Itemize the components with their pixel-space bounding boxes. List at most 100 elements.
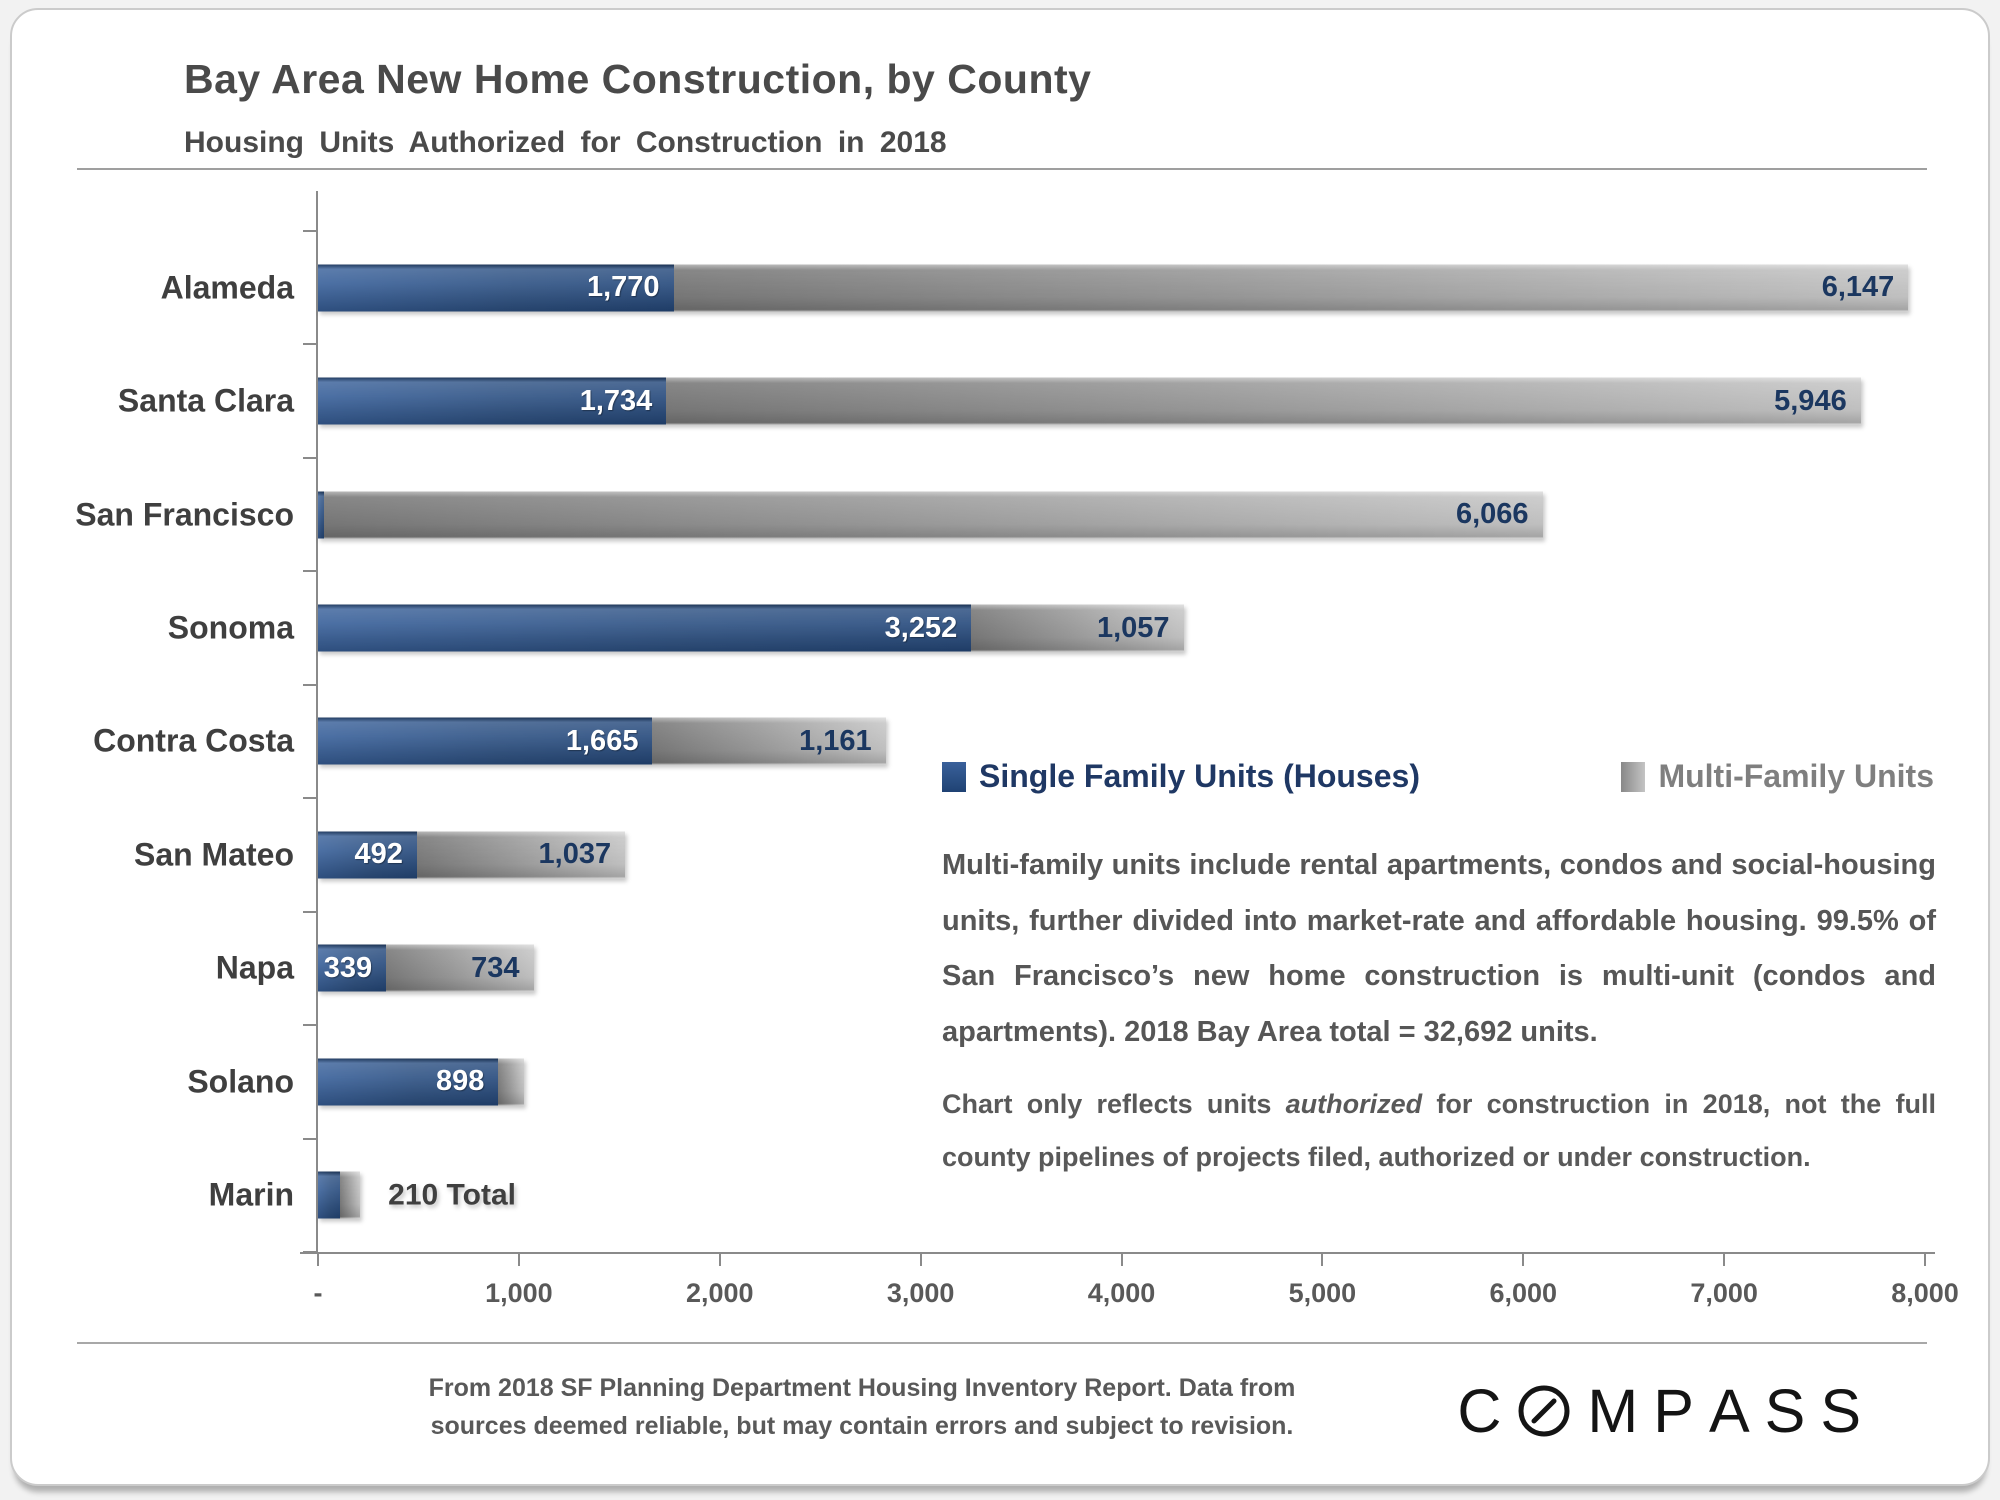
top-divider (77, 168, 1927, 170)
bar-chart: Alameda 1,770 6,147 Santa Clara 1,734 5,946 Sa… (75, 191, 1959, 1308)
single-family-segment: 492 (318, 831, 417, 879)
single-family-swatch-icon (942, 761, 966, 792)
logo-letter: P (1653, 1377, 1709, 1445)
bar-row: Santa Clara 1,734 5,946 (118, 344, 1925, 457)
x-axis-tick (718, 1254, 721, 1266)
bar: 1,734 5,946 (318, 377, 1925, 425)
y-axis-tick (303, 1024, 316, 1027)
x-axis-label: 6,000 (1489, 1278, 1558, 1308)
bar: 339 734 (318, 944, 1925, 992)
x-axis-tick (1522, 1254, 1525, 1266)
county-label-napa: Napa (215, 949, 294, 986)
compass-o-icon (1518, 1385, 1570, 1437)
x-axis-line (300, 1252, 1935, 1254)
x-axis-tick (517, 1254, 520, 1266)
single-family-value: 1,734 (579, 384, 653, 417)
multi-family-swatch-icon (1621, 761, 1646, 792)
legend-label-single-family: Single Family Units (Houses) (979, 758, 1420, 794)
single-family-value: 492 (354, 838, 403, 871)
y-axis-tick (303, 1251, 316, 1253)
single-family-segment: 898 (318, 1058, 499, 1106)
multi-family-segment: 5,946 (666, 377, 1861, 425)
logo-letter: A (1708, 1377, 1765, 1445)
bar-row: Alameda 1,770 6,147 (161, 231, 1925, 344)
x-axis: - 1,000 2,000 3,000 4,000 5,000 6,000 7,000 8,00… (300, 1252, 1959, 1308)
y-axis-tick (303, 570, 316, 573)
bar: 1,770 6,147 (318, 264, 1925, 312)
single-family-value: 898 (435, 1065, 485, 1098)
single-family-segment: 3,252 (318, 604, 972, 652)
bar-row: Contra Costa 1,665 1,161 (93, 685, 1925, 798)
multi-family-segment (498, 1058, 525, 1106)
note-multifamily-definition: Multi-family units include rental apartm… (942, 849, 1936, 1049)
bar-row: Solano 898 (187, 1025, 1925, 1138)
chart-subtitle: Housing Units Authorized for Constructio… (184, 126, 947, 159)
county-label-san-mateo: San Mateo (133, 836, 294, 873)
source-note-line1: From 2018 SF Planning Department Housing… (428, 1374, 1296, 1402)
bottom-divider (77, 1342, 1927, 1344)
single-family-segment (318, 1171, 341, 1219)
total-annotation: 210 Total (388, 1178, 516, 1212)
x-axis-tick (317, 1254, 319, 1266)
source-note: From 2018 SF Planning Department Housing… (302, 1370, 1422, 1445)
county-label-marin: Marin (208, 1176, 294, 1213)
legend-label-multi-family: Multi-Family Units (1658, 758, 1934, 794)
single-family-value: 3,252 (884, 611, 958, 644)
multi-family-value: 6,147 (1821, 271, 1895, 304)
x-axis-label: 7,000 (1690, 1278, 1758, 1308)
multi-family-value: 734 (471, 951, 520, 984)
multi-family-segment: 1,037 (416, 831, 626, 879)
x-axis-label: 8,000 (1891, 1278, 1959, 1308)
multi-family-value: 5,946 (1774, 384, 1847, 417)
multi-family-value: 1,037 (538, 838, 612, 871)
bar-row: Napa 339 734 (216, 912, 1925, 1025)
legend: Single Family Units (Houses) Multi-Famil… (942, 758, 1934, 795)
multi-family-segment: 6,147 (673, 264, 1909, 312)
y-axis-tick (303, 683, 316, 686)
bar: 492 1,037 (318, 831, 1925, 879)
legend-item-multi-family: Multi-Family Units (1621, 758, 1934, 795)
y-axis-tick (303, 797, 316, 800)
county-label-contra-costa: Contra Costa (93, 722, 294, 759)
note2-text-end: for construction in 2018, not the full c… (942, 1089, 1936, 1172)
logo-letter: M (1587, 1377, 1654, 1445)
single-family-segment (318, 491, 325, 539)
bar: 210 Total (318, 1171, 1925, 1219)
bar-row: Marin 210 Total (209, 1139, 1925, 1252)
bar-row: San Francisco 6,066 (75, 458, 1925, 571)
logo-letter: S (1764, 1377, 1821, 1445)
x-axis-tick (1723, 1254, 1726, 1266)
single-family-value: 1,665 (565, 724, 639, 757)
note2-italic-word: authorized (1285, 1089, 1423, 1119)
multi-family-value: 1,161 (799, 724, 872, 757)
single-family-segment: 1,665 (318, 717, 653, 765)
single-family-segment: 1,734 (318, 377, 667, 425)
county-label-santa-clara: Santa Clara (117, 382, 294, 419)
x-axis-label: 5,000 (1288, 1278, 1357, 1308)
single-family-value: 339 (323, 951, 373, 984)
x-axis-tick (919, 1254, 922, 1266)
x-axis-label: 2,000 (685, 1278, 754, 1308)
bar: 898 (318, 1058, 1925, 1106)
y-axis-tick (303, 910, 316, 913)
bar: 6,066 (318, 491, 1925, 539)
y-axis-tick (303, 343, 316, 346)
x-axis-label: - (313, 1278, 323, 1308)
note-authorized-only: Chart only reflects units authorized for… (942, 1078, 1936, 1183)
note2-text: Chart only reflects units (942, 1089, 1286, 1119)
x-axis-tick (1120, 1254, 1123, 1266)
x-axis-label: 1,000 (485, 1278, 553, 1308)
county-label-san-francisco: San Francisco (75, 496, 294, 533)
multi-family-segment: 734 (386, 944, 534, 992)
county-label-sonoma: Sonoma (167, 609, 294, 646)
source-note-line2: sources deemed reliable, but may contain… (430, 1411, 1294, 1440)
y-axis-tick (303, 456, 316, 459)
x-axis-label: 3,000 (886, 1278, 955, 1308)
multi-family-segment: 1,161 (652, 717, 886, 765)
multi-family-value: 6,066 (1455, 498, 1529, 531)
multi-family-segment: 1,057 (971, 604, 1184, 652)
x-axis-label: 4,000 (1087, 1278, 1156, 1308)
county-label-alameda: Alameda (160, 269, 294, 306)
y-axis-line (316, 191, 318, 1254)
